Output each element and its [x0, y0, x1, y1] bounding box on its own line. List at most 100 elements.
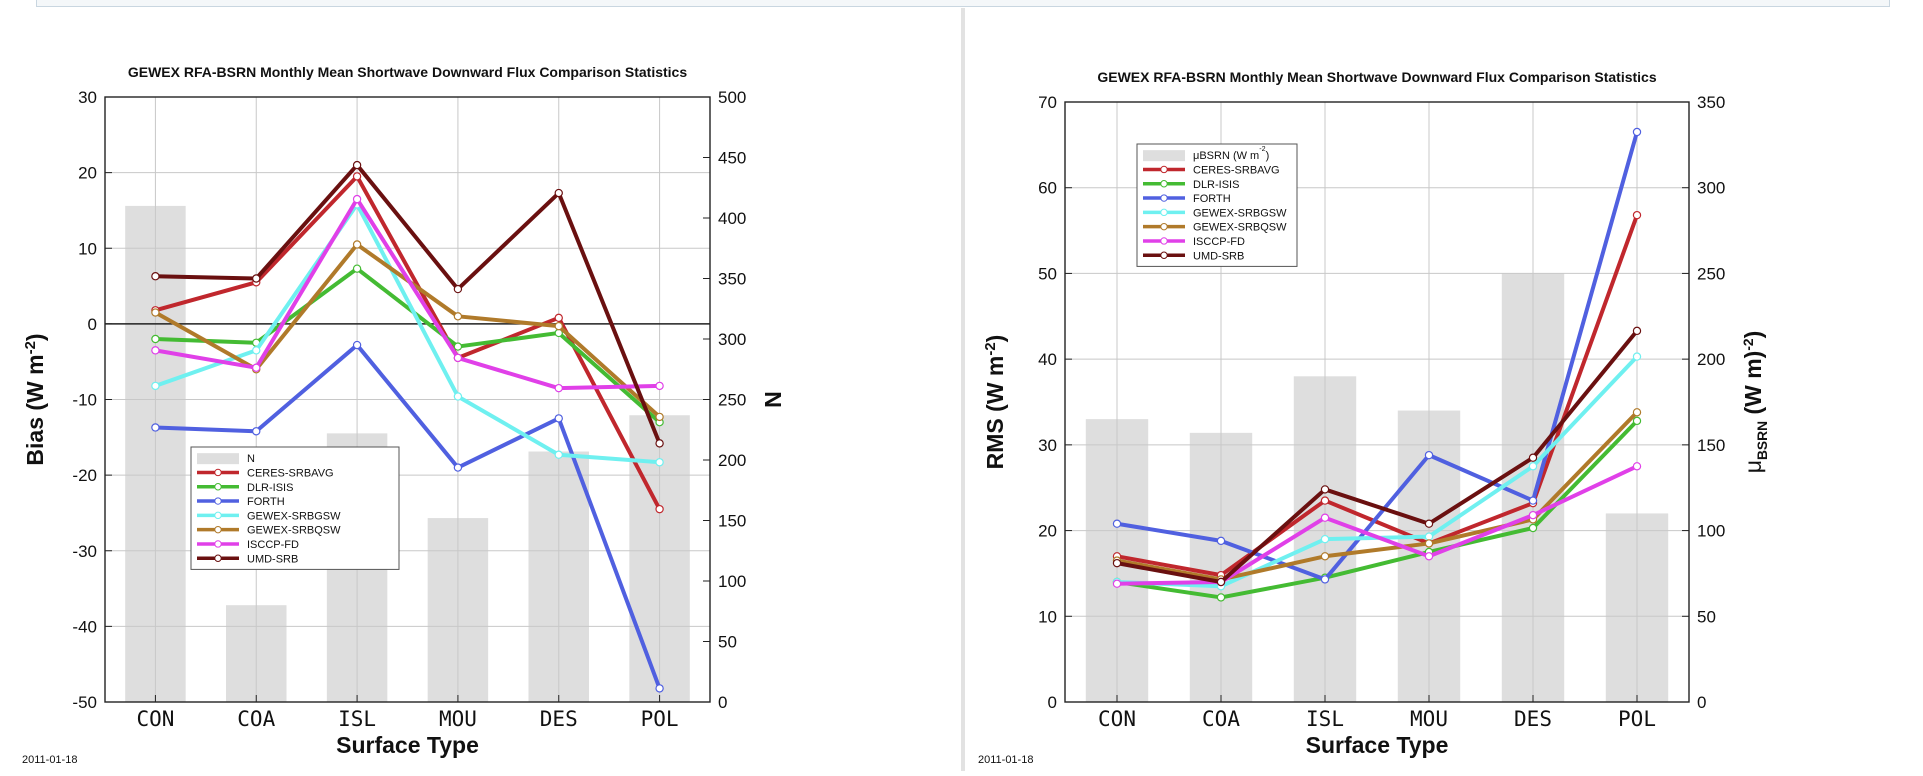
- y-axis-label: RMS (W m-2): [982, 335, 1008, 470]
- point-isccp-fd-des: [1528, 510, 1538, 520]
- legend-label-dlr-isis: DLR-ISIS: [1193, 179, 1239, 191]
- x-tick-label: ISL: [338, 707, 376, 731]
- legend-marker-gewex-srbqsw: [1160, 222, 1168, 231]
- point-isccp-fd-isl: [1320, 513, 1330, 522]
- y-tick-label: 10: [78, 239, 97, 258]
- x-tick-label: DES: [540, 707, 578, 731]
- legend-label-umd-srb: UMD-SRB: [247, 553, 298, 565]
- point-dlr-isis-des: [1528, 523, 1538, 533]
- point-isccp-fd-isl: [352, 194, 362, 204]
- x-axis-label: Surface Type: [1306, 732, 1449, 758]
- y-tick-label: 30: [1038, 436, 1057, 455]
- series-line-forth: [155, 343, 662, 690]
- point-dlr-isis-pol: [1632, 416, 1642, 426]
- point-ceres-srbavg-des: [554, 313, 563, 323]
- y2-tick-label: 50: [718, 633, 737, 652]
- point-isccp-fd-coa: [252, 363, 261, 372]
- y2-tick-label: 500: [718, 88, 746, 107]
- legend-marker-isccp-fd: [214, 540, 222, 548]
- point-forth-coa: [1216, 536, 1226, 546]
- legend-label-isccp-fd: ISCCP-FD: [247, 539, 299, 551]
- x-tick-label: COA: [237, 707, 275, 731]
- point-forth-des: [554, 414, 563, 423]
- legend-label-gewex-srbqsw: GEWEX-SRBQSW: [247, 525, 341, 537]
- point-ceres-srbavg-pol: [1632, 210, 1642, 220]
- bias-chart: GEWEX RFA-BSRN Monthly Mean Shortwave Do…: [22, 64, 786, 766]
- series-line-gewex-srbqsw: [1116, 410, 1639, 582]
- y2-tick-label: 200: [1697, 350, 1725, 369]
- point-forth-isl: [1320, 575, 1330, 584]
- point-forth-mou: [1424, 450, 1434, 460]
- y-tick-label: 20: [78, 164, 97, 183]
- point-forth-pol: [1632, 127, 1642, 137]
- series-line-umd-srb: [155, 163, 662, 445]
- point-ceres-srbavg-pol: [655, 504, 664, 514]
- point-gewex-srbqsw-mou: [1424, 539, 1434, 548]
- point-dlr-isis-con: [151, 334, 160, 344]
- point-gewex-srbqsw-isl: [352, 240, 362, 249]
- point-gewex-srbgsw-pol: [1632, 352, 1642, 361]
- point-umd-srb-des: [554, 188, 563, 198]
- legend-marker-forth: [1160, 194, 1168, 202]
- legend-box: [1136, 143, 1298, 267]
- point-gewex-srbqsw-con: [151, 308, 160, 317]
- legend-marker-umd-srb: [1160, 251, 1168, 259]
- y2-tick-label: 250: [718, 391, 746, 410]
- point-ceres-srbavg-isl: [1320, 496, 1330, 505]
- point-forth-isl: [352, 340, 362, 350]
- legend-marker-ceres-srbavg: [214, 468, 222, 477]
- legend-label-forth: FORTH: [247, 496, 285, 508]
- point-isccp-fd-mou: [453, 353, 463, 363]
- point-umd-srb-mou: [1424, 519, 1434, 528]
- y2-tick-label: 150: [718, 512, 746, 531]
- x-tick-label: POL: [641, 707, 679, 731]
- series-line-isccp-fd: [155, 197, 660, 391]
- point-isccp-fd-con: [151, 346, 160, 355]
- x-tick-label: COA: [1202, 707, 1240, 731]
- window-top-border: [36, 0, 1890, 7]
- point-gewex-srbgsw-des: [554, 450, 563, 459]
- legend-marker-isccp-fd: [1160, 237, 1168, 245]
- footnote-date: 2011-01-18: [22, 754, 77, 766]
- x-tick-label: DES: [1514, 707, 1552, 731]
- panel-divider: [961, 8, 965, 771]
- series-line-ceres-srbavg: [1116, 214, 1639, 578]
- y2-tick-label: 100: [718, 572, 746, 591]
- x-tick-label: POL: [1618, 707, 1656, 731]
- point-gewex-srbqsw-pol: [655, 412, 664, 422]
- point-forth-con: [1112, 519, 1122, 528]
- y-tick-label: 60: [1038, 179, 1057, 198]
- legend-label-gewex-srbgsw: GEWEX-SRBGSW: [1193, 207, 1287, 219]
- y2-tick-label: 300: [718, 330, 746, 349]
- point-gewex-srbqsw-mou: [453, 312, 463, 321]
- point-umd-srb-isl: [352, 160, 362, 170]
- chart-title: GEWEX RFA-BSRN Monthly Mean Shortwave Do…: [1097, 69, 1657, 85]
- point-gewex-srbqsw-des: [554, 321, 563, 331]
- legend-marker-gewex-srbgsw: [214, 511, 222, 520]
- y2-axis-label: μBSRN (W m)-2): [1740, 331, 1770, 474]
- point-gewex-srbgsw-mou: [453, 392, 463, 401]
- y-tick-label: 50: [1038, 264, 1057, 283]
- point-forth-con: [151, 423, 160, 432]
- point-gewex-srbgsw-isl: [1320, 534, 1330, 544]
- point-umd-srb-pol: [655, 439, 664, 448]
- x-axis-label: Surface Type: [336, 732, 479, 758]
- x-tick-label: MOU: [1410, 707, 1448, 731]
- point-dlr-isis-mou: [453, 342, 463, 351]
- point-isccp-fd-des: [554, 383, 563, 393]
- y-tick-label: 70: [1038, 93, 1057, 112]
- point-dlr-isis-isl: [352, 264, 362, 273]
- x-tick-label: MOU: [439, 707, 477, 731]
- rms-chart: GEWEX RFA-BSRN Monthly Mean Shortwave Do…: [978, 69, 1770, 766]
- y2-tick-label: 250: [1697, 264, 1725, 283]
- y2-tick-label: 350: [718, 270, 746, 289]
- plot-frame: [1064, 101, 1690, 703]
- legend-label-bars: μBSRN (W m-2): [1193, 145, 1269, 162]
- y2-tick-label: 0: [718, 693, 727, 712]
- point-umd-srb-coa: [1216, 577, 1226, 587]
- y2-tick-label: 50: [1697, 607, 1716, 626]
- y-tick-label: -10: [72, 391, 97, 410]
- point-gewex-srbgsw-des: [1528, 462, 1538, 471]
- point-isccp-fd-pol: [1632, 462, 1642, 471]
- legend-swatch-bars: [197, 453, 239, 465]
